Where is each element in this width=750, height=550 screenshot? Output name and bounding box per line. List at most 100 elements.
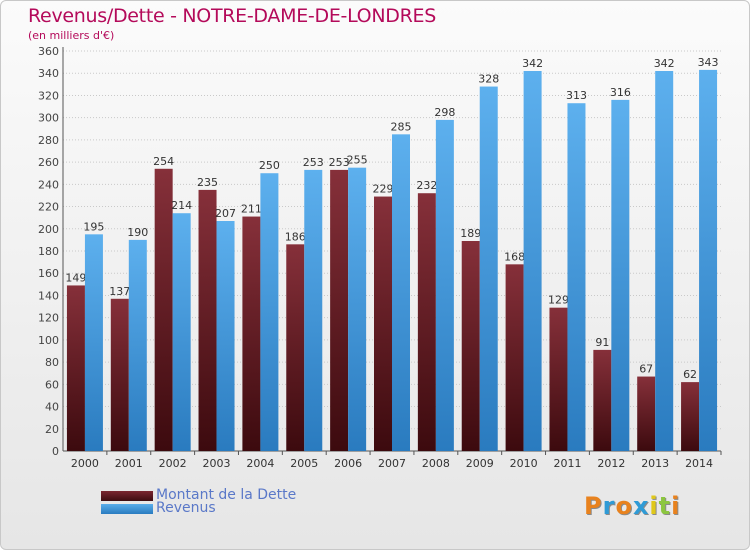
bar-dette	[417, 193, 436, 451]
x-tick-label: 2003	[203, 457, 231, 470]
y-tick-label: 40	[45, 401, 59, 414]
data-label-dette: 235	[197, 176, 218, 189]
bar-revenus	[304, 169, 323, 451]
data-label-dette: 229	[373, 183, 394, 196]
data-label-revenus: 342	[654, 57, 675, 70]
y-tick-label: 340	[38, 67, 59, 80]
bar-revenus	[392, 134, 410, 452]
data-label-revenus: 342	[522, 57, 543, 70]
data-label-revenus: 214	[171, 199, 192, 212]
bar-revenus	[699, 69, 718, 451]
bar-revenus	[655, 71, 674, 451]
x-tick-label: 2007	[378, 457, 406, 470]
bar-dette	[66, 285, 85, 451]
bar-revenus	[84, 234, 103, 451]
y-tick-label: 320	[38, 89, 59, 102]
x-tick-label: 2009	[466, 457, 494, 470]
data-label-revenus: 190	[127, 226, 148, 239]
data-label-dette: 67	[639, 363, 653, 376]
x-tick-label: 2006	[334, 457, 362, 470]
bar-revenus	[172, 213, 191, 451]
data-label-revenus: 255	[347, 154, 368, 167]
bar-revenus	[523, 71, 542, 451]
bar-dette	[330, 169, 349, 451]
bar-revenus	[348, 167, 367, 451]
data-label-dette: 211	[241, 203, 262, 216]
y-tick-label: 180	[38, 245, 59, 258]
data-label-revenus: 207	[215, 207, 236, 220]
data-label-dette: 186	[285, 230, 306, 243]
bar-revenus	[216, 221, 235, 451]
logo-letter: x	[632, 492, 650, 520]
bar-dette	[242, 216, 261, 451]
x-tick-label: 2012	[597, 457, 625, 470]
data-label-revenus: 253	[303, 156, 324, 169]
legend-swatch-revenus	[101, 504, 153, 514]
bar-revenus	[611, 99, 630, 451]
y-tick-label: 20	[45, 423, 59, 436]
data-label-dette: 254	[153, 155, 174, 168]
y-tick-label: 80	[45, 356, 59, 369]
data-label-revenus: 316	[610, 86, 631, 99]
logo-letter: i	[671, 492, 681, 520]
bar-dette	[110, 298, 129, 451]
data-label-revenus: 313	[566, 89, 587, 102]
legend-label-dette: Montant de la Dette	[156, 487, 297, 503]
logo-letter: P	[584, 492, 603, 520]
data-label-dette: 253	[329, 156, 350, 169]
legend-swatch-dette	[101, 491, 153, 501]
logo-letter: t	[658, 492, 672, 520]
bar-revenus	[567, 103, 586, 451]
data-label-revenus: 285	[391, 120, 412, 133]
bar-dette	[681, 382, 700, 451]
data-label-revenus: 328	[478, 73, 499, 86]
chart-title: Revenus/Dette - NOTRE-DAME-DE-LONDRES	[28, 5, 436, 27]
bar-dette	[637, 376, 656, 451]
bar-dette	[461, 241, 480, 451]
bar-dette	[374, 196, 392, 451]
x-tick-label: 2010	[510, 457, 538, 470]
logo-letter: o	[615, 492, 633, 520]
y-tick-label: 160	[38, 267, 59, 280]
x-tick-label: 2002	[159, 457, 187, 470]
data-label-revenus: 195	[83, 220, 104, 233]
y-tick-label: 280	[38, 134, 59, 147]
data-label-dette: 91	[595, 336, 609, 349]
y-tick-label: 100	[38, 334, 59, 347]
data-label-revenus: 343	[698, 56, 719, 69]
logo-letter: r	[602, 492, 616, 520]
bar-revenus	[260, 173, 279, 451]
x-tick-label: 2005	[290, 457, 318, 470]
y-tick-label: 360	[38, 45, 59, 58]
bar-revenus	[479, 86, 498, 452]
x-tick-label: 2011	[553, 457, 581, 470]
y-tick-label: 240	[38, 178, 59, 191]
y-tick-label: 220	[38, 201, 59, 214]
data-label-revenus: 250	[259, 159, 280, 172]
data-label-dette: 168	[504, 250, 525, 263]
x-tick-label: 2001	[115, 457, 143, 470]
bar-dette	[549, 307, 568, 451]
x-tick-label: 2014	[685, 457, 713, 470]
bar-dette	[198, 189, 217, 451]
y-tick-label: 120	[38, 312, 59, 325]
y-tick-label: 140	[38, 289, 59, 302]
y-tick-label: 0	[52, 445, 59, 458]
logo-letter: i	[649, 492, 659, 520]
x-tick-label: 2004	[246, 457, 274, 470]
bar-revenus	[128, 239, 147, 451]
x-tick-label: 2000	[71, 457, 99, 470]
data-label-dette: 189	[460, 227, 481, 240]
bar-dette	[505, 264, 524, 451]
data-label-dette: 232	[416, 179, 437, 192]
proxiti-logo: Proxiti	[584, 492, 680, 520]
x-tick-label: 2013	[641, 457, 669, 470]
bar-dette	[154, 168, 173, 451]
data-label-dette: 129	[548, 294, 569, 307]
y-tick-label: 300	[38, 112, 59, 125]
x-tick-label: 2008	[422, 457, 450, 470]
y-tick-label: 60	[45, 378, 59, 391]
bar-revenus	[435, 119, 454, 451]
